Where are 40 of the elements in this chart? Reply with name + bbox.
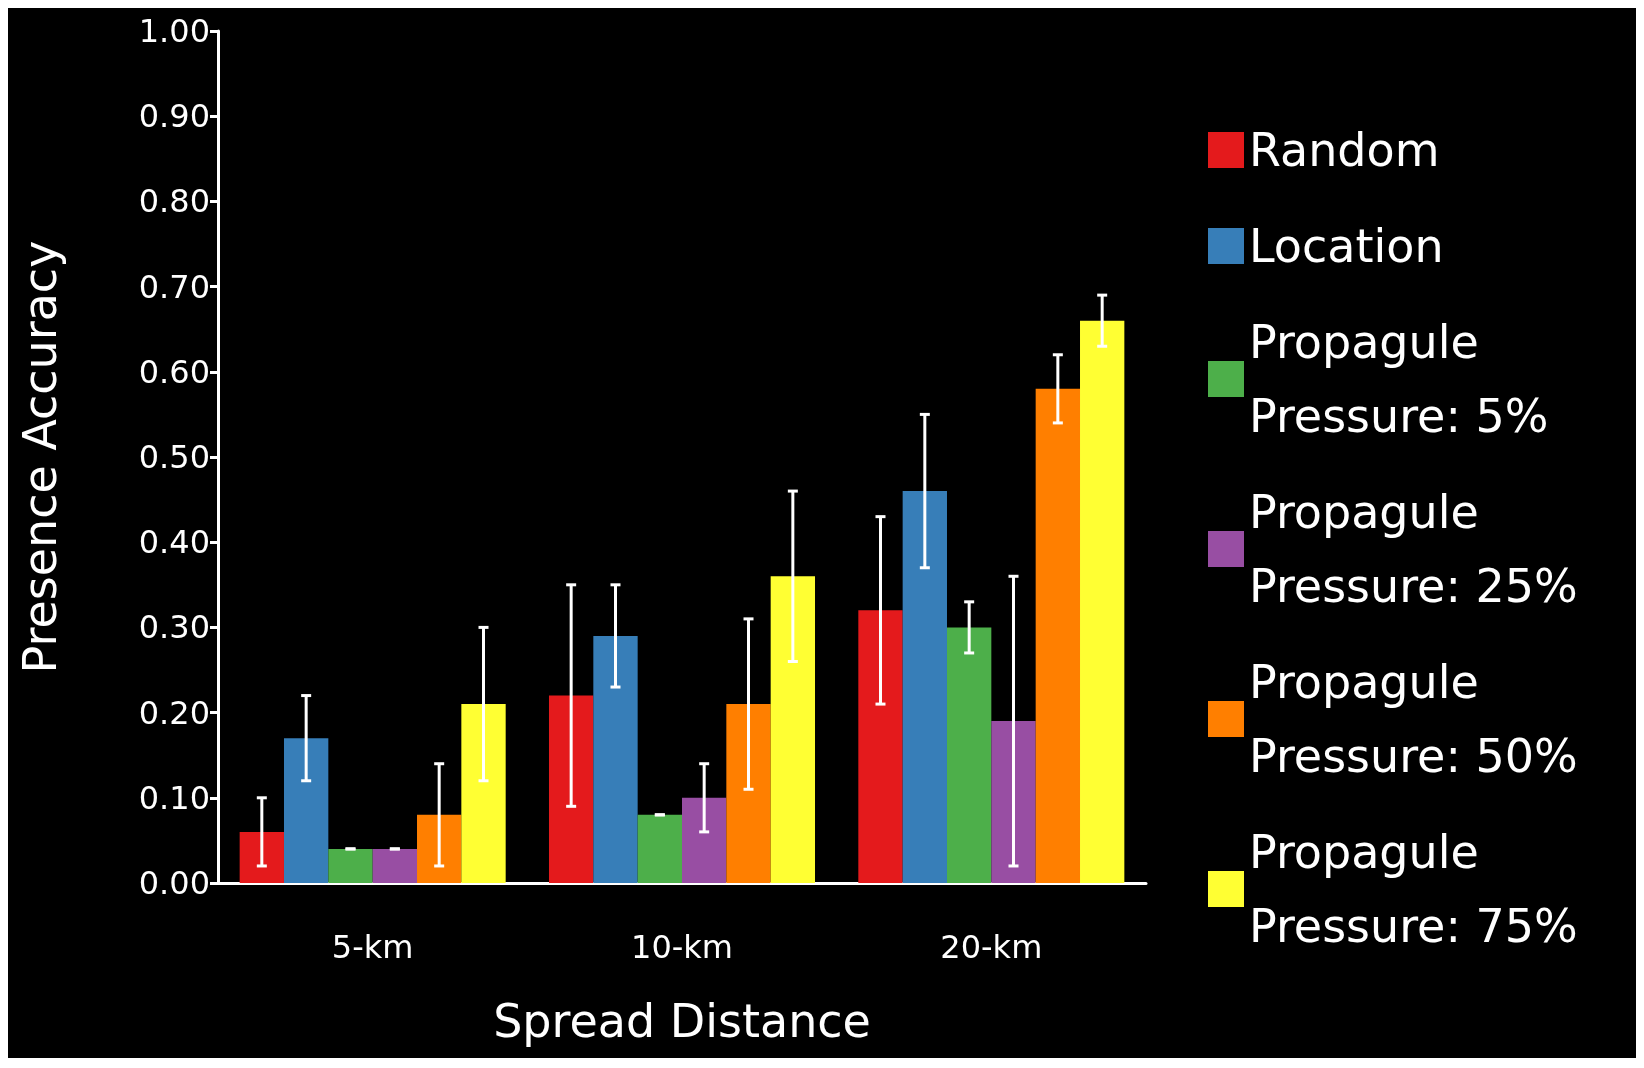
y-tick-label: 0.50 [138, 438, 210, 476]
x-tick-label: 10-km [631, 928, 733, 966]
y-tick-label: 0.40 [138, 523, 210, 562]
x-tick-label: 5-km [331, 928, 414, 966]
legend-label: Propagule Pressure: 50% [1249, 655, 1578, 783]
bar [461, 704, 506, 883]
y-tick-label: 0.70 [138, 267, 210, 306]
y-tick-label: 0.90 [138, 97, 210, 136]
bar [417, 814, 462, 883]
bar [858, 610, 903, 883]
bar [947, 627, 992, 883]
y-tick-label: 0.00 [138, 864, 210, 902]
y-tick-label: 0.20 [138, 693, 210, 732]
legend-label: Location [1249, 219, 1444, 273]
bar [902, 491, 947, 883]
bar [239, 831, 284, 883]
legend-label: Propagule Pressure: 5% [1249, 315, 1549, 443]
bar [328, 848, 373, 883]
bar [548, 695, 594, 883]
bar [1035, 388, 1081, 883]
y-tick-label: 0.80 [138, 182, 210, 221]
x-tick-label: 20-km [940, 928, 1043, 966]
y-axis-title: Presence Accuracy [13, 240, 67, 674]
legend-label: Propagule Pressure: 25% [1249, 485, 1578, 613]
legend-label: Propagule Pressure: 75% [1249, 825, 1578, 953]
legend-label: Random [1249, 123, 1440, 177]
bar [1080, 320, 1125, 883]
bar [372, 848, 417, 883]
bar [991, 721, 1036, 883]
x-axis-title: Spread Distance [493, 994, 871, 1048]
bar [283, 738, 329, 883]
bar [770, 576, 816, 883]
y-tick-label: 0.10 [138, 778, 210, 817]
y-tick-label: 1.00 [138, 12, 210, 50]
bar [682, 797, 727, 883]
bar [637, 814, 682, 883]
bar [593, 635, 638, 883]
y-tick-label: 0.30 [138, 608, 210, 647]
y-tick-label: 0.60 [138, 352, 210, 391]
bar [726, 704, 771, 883]
